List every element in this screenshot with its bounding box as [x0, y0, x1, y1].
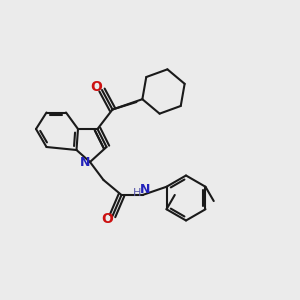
Text: O: O: [101, 212, 113, 226]
Text: H: H: [133, 188, 141, 198]
Text: N: N: [140, 183, 150, 196]
Text: N: N: [80, 155, 91, 169]
Text: O: O: [91, 80, 103, 94]
